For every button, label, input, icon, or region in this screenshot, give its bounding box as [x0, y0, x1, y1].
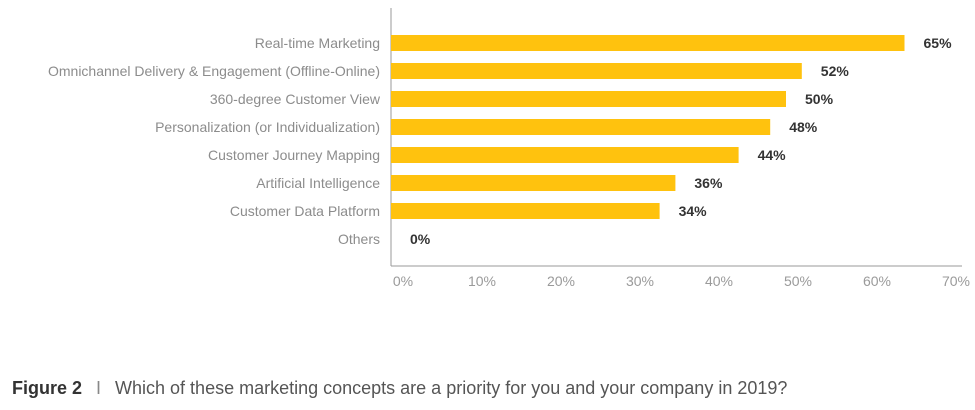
x-tick-label: 70% [942, 273, 970, 289]
figure-number: Figure 2 [12, 378, 83, 398]
value-label: 44% [758, 147, 787, 163]
caption-text: Which of these marketing concepts are a … [115, 378, 788, 398]
x-tick-label: 50% [784, 273, 812, 289]
category-labels: Real-time Marketing Omnichannel Delivery … [48, 35, 381, 247]
value-label: 65% [924, 35, 953, 51]
figure-caption: Figure 2 I Which of these marketing concep… [12, 378, 787, 399]
value-label: 36% [694, 175, 723, 191]
category-label: Others [338, 231, 380, 247]
value-label: 48% [789, 119, 818, 135]
bar-personalization-or-individualization [391, 119, 771, 135]
bar-chart: Real-time Marketing Omnichannel Delivery … [48, 8, 970, 289]
x-tick-labels: 0% 10% 20% 30% 40% 50% 60% 70% [393, 273, 970, 289]
category-label: Personalization (or Individualization) [155, 119, 380, 135]
bar-customer-journey-mapping [391, 147, 739, 163]
value-label: 34% [679, 203, 708, 219]
category-label: Customer Data Platform [230, 203, 380, 219]
category-label: Artificial Intelligence [256, 175, 380, 191]
bar-omnichannel-delivery-engagement-offline-online [391, 63, 802, 79]
x-tick-label: 60% [863, 273, 891, 289]
value-labels: 65% 52% 50% 48%44% 36% 34% 0% [410, 35, 952, 247]
x-tick-label: 30% [626, 273, 654, 289]
category-label: Customer Journey Mapping [208, 147, 380, 163]
category-label: Omnichannel Delivery & Engagement (Offli… [48, 63, 380, 79]
value-label: 50% [805, 91, 834, 107]
caption-separator: I [96, 378, 102, 398]
bars-group [391, 35, 905, 219]
value-label: 52% [821, 63, 850, 79]
bar-customer-data-platform [391, 203, 660, 219]
x-tick-label: 40% [705, 273, 733, 289]
bar-real-time-marketing [391, 35, 905, 51]
x-tick-label: 10% [468, 273, 496, 289]
bar-artificial-intelligence [391, 175, 676, 191]
value-label: 0% [410, 231, 431, 247]
category-label: Real-time Marketing [255, 35, 380, 51]
bar-360-degree-customer-view [391, 91, 786, 107]
category-label: 360-degree Customer View [210, 91, 381, 107]
x-tick-label: 0% [393, 273, 413, 289]
x-tick-label: 20% [547, 273, 575, 289]
